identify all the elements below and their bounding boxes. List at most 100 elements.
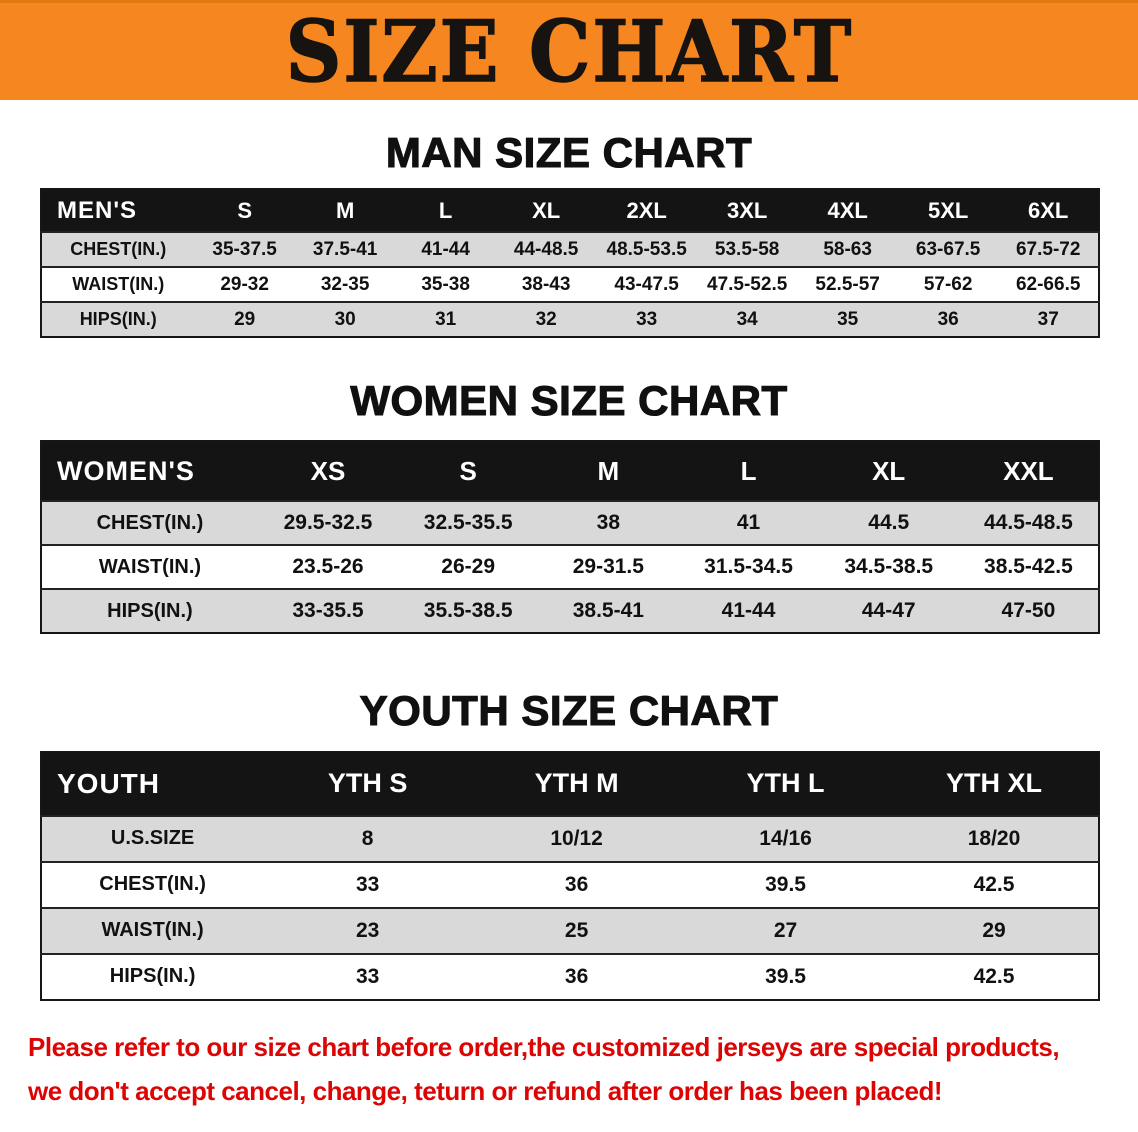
youth-section: YOUTH SIZE CHART YOUTH YTH S YTH M YTH L YTH… xyxy=(0,687,1138,1001)
size-value-cell: 33 xyxy=(355,964,380,988)
size-value-cell: 29.5-32.5 xyxy=(283,511,373,535)
youth-section-heading: YOUTH SIZE CHART xyxy=(359,687,779,735)
size-value-cell: 47-50 xyxy=(1001,599,1056,623)
size-value-cell: 36 xyxy=(937,308,959,330)
size-value-cell: 36 xyxy=(564,964,589,988)
youth-size-table: YOUTH YTH S YTH M YTH L YTH XL U.S.SIZE 8 10/12… xyxy=(40,750,1100,1001)
size-column-header: YTH M xyxy=(472,751,682,816)
size-column-header: M xyxy=(538,441,679,502)
women-section-heading: WOMEN SIZE CHART xyxy=(350,377,788,425)
size-value-cell: 53.5-58 xyxy=(714,238,780,260)
size-value-cell: 35-38 xyxy=(421,273,470,295)
size-value-cell: 18/20 xyxy=(967,826,1021,850)
size-value-cell: 41 xyxy=(736,511,761,535)
size-value-cell: 33 xyxy=(355,872,380,896)
row-label-cell: WAIST(IN.) xyxy=(72,274,165,295)
size-value-cell: 8 xyxy=(361,826,374,850)
size-value-cell: 41-44 xyxy=(421,238,470,260)
size-table: MEN'S S M L XL 2XL 3XL 4XL 5XL 6XL CHEST(IN.) 35-37… xyxy=(40,188,1100,339)
size-value-cell: 63-67.5 xyxy=(915,238,981,260)
size-column-header: 5XL xyxy=(897,189,999,233)
size-column-header: XS xyxy=(257,441,399,502)
size-column-header: YTH L xyxy=(681,751,891,816)
notice-line-2: we don't accept cancel, change, teturn o… xyxy=(28,1076,943,1107)
size-value-cell: 33-35.5 xyxy=(292,599,364,623)
size-column-header: 6XL xyxy=(998,189,1099,233)
row-label-cell: HIPS(IN.) xyxy=(79,309,157,330)
size-value-cell: 38.5-42.5 xyxy=(984,555,1073,579)
men-section-heading: MAN SIZE CHART xyxy=(385,129,753,176)
size-value-cell: 39.5 xyxy=(765,964,806,988)
page-title: SIZE CHART xyxy=(285,1,853,101)
size-column-header: L xyxy=(395,189,496,233)
size-value-cell: 10/12 xyxy=(550,826,603,850)
table-title-cell: MEN'S xyxy=(41,189,195,233)
size-value-cell: 35 xyxy=(837,308,859,330)
size-value-cell: 41-44 xyxy=(721,599,776,623)
size-value-cell: 44-48.5 xyxy=(513,238,579,260)
table-title-cell: WOMEN'S xyxy=(41,441,258,502)
size-value-cell: 38.5-41 xyxy=(572,599,644,623)
size-value-cell: 44-47 xyxy=(861,599,916,623)
table-header-row: WOMEN'S XS S M L XL XXL xyxy=(41,441,1099,502)
size-column-header: YTH S xyxy=(263,751,473,816)
size-column-header: XL xyxy=(495,189,597,233)
table-header-row: YOUTH YTH S YTH M YTH L YTH XL xyxy=(41,751,1099,816)
size-value-cell: 30 xyxy=(334,308,356,330)
row-label-cell: WAIST(IN.) xyxy=(98,555,202,578)
notice-line-1: Please refer to our size chart before or… xyxy=(28,1031,1060,1062)
table-row: CHEST(IN.) 35-37.5 37.5-41 41-44 44-48.5 48.5… xyxy=(41,232,1099,268)
size-value-cell: 38 xyxy=(596,511,621,535)
size-value-cell: 52.5-57 xyxy=(815,273,880,295)
size-value-cell: 36 xyxy=(564,872,589,896)
size-value-cell: 14/16 xyxy=(759,826,812,850)
table-row: HIPS(IN.) 33 36 39.5 42.5 xyxy=(41,953,1099,1000)
women-section: WOMEN SIZE CHART WOMEN'S XS S M L XL XXL CHEST(… xyxy=(0,377,1138,635)
size-column-header: XL xyxy=(818,441,959,502)
size-value-cell: 33 xyxy=(636,308,658,330)
size-column-header: 3XL xyxy=(696,189,798,233)
size-value-cell: 35.5-38.5 xyxy=(423,599,513,623)
size-value-cell: 23.5-26 xyxy=(292,555,364,579)
size-value-cell: 62-66.5 xyxy=(1015,273,1081,295)
size-value-cell: 31 xyxy=(435,308,457,330)
size-value-cell: 34 xyxy=(736,308,758,330)
table-row: HIPS(IN.) 29 30 31 32 33 34 35 36 37 xyxy=(41,302,1099,338)
size-value-cell: 25 xyxy=(564,918,589,942)
table-row: WAIST(IN.) 23.5-26 26-29 29-31.5 31.5-34.5 34… xyxy=(41,545,1099,590)
size-value-cell: 34.5-38.5 xyxy=(844,555,934,579)
size-value-cell: 67.5-72 xyxy=(1015,238,1081,260)
row-label-cell: WAIST(IN.) xyxy=(101,919,204,942)
size-table: YOUTH YTH S YTH M YTH L YTH XL U.S.SIZE 8 10/12… xyxy=(40,750,1100,1001)
size-value-cell: 29 xyxy=(982,918,1006,942)
size-column-header: 4XL xyxy=(797,189,898,233)
size-value-cell: 31.5-34.5 xyxy=(704,555,793,579)
size-value-cell: 38-43 xyxy=(521,273,571,295)
table-row: CHEST(IN.) 29.5-32.5 32.5-35.5 38 41 44.5 44.5… xyxy=(41,501,1099,546)
size-column-header: L xyxy=(678,441,819,502)
size-value-cell: 29-31.5 xyxy=(572,555,644,579)
table-row: WAIST(IN.) 29-32 32-35 35-38 38-43 43-47.5 47.… xyxy=(41,267,1099,303)
size-column-header: S xyxy=(194,189,295,233)
men-size-table: MEN'S S M L XL 2XL 3XL 4XL 5XL 6XL CHEST(IN.) 35-37… xyxy=(40,188,1100,339)
order-notice: Please refer to our size chart before or… xyxy=(28,1025,1108,1114)
size-value-cell: 35-37.5 xyxy=(212,238,277,260)
size-value-cell: 44.5 xyxy=(868,511,910,535)
size-value-cell: 26-29 xyxy=(441,555,496,579)
size-value-cell: 42.5 xyxy=(973,872,1015,896)
size-value-cell: 29 xyxy=(234,308,256,330)
size-value-cell: 32 xyxy=(535,308,557,330)
size-value-cell: 37.5-41 xyxy=(312,238,378,260)
table-header-row: MEN'S S M L XL 2XL 3XL 4XL 5XL 6XL xyxy=(41,189,1099,233)
size-value-cell: 47.5-52.5 xyxy=(707,273,788,295)
size-value-cell: 32.5-35.5 xyxy=(423,511,513,535)
size-value-cell: 43-47.5 xyxy=(614,273,679,295)
size-value-cell: 27 xyxy=(773,918,798,942)
size-value-cell: 42.5 xyxy=(973,964,1015,988)
size-column-header: M xyxy=(294,189,396,233)
size-value-cell: 29-32 xyxy=(220,273,269,295)
banner: SIZE CHART xyxy=(0,0,1138,100)
size-column-header: YTH XL xyxy=(890,751,1099,816)
size-column-header: XXL xyxy=(958,441,1099,502)
